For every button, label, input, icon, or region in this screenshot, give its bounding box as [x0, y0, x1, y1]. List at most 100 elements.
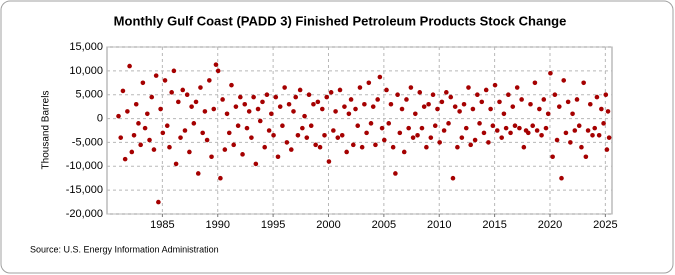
point: [599, 106, 604, 112]
point: [368, 121, 374, 126]
point: [397, 130, 403, 136]
point: [370, 104, 376, 109]
point: [603, 92, 609, 98]
point: [200, 130, 205, 136]
point: [554, 137, 560, 143]
point: [125, 109, 130, 114]
point: [302, 113, 307, 119]
point: [136, 121, 141, 126]
point: [408, 85, 414, 90]
point: [331, 128, 336, 133]
y-tick-label: -20,000: [66, 208, 103, 220]
point: [545, 111, 551, 117]
point: [348, 97, 354, 102]
point: [284, 140, 290, 145]
point: [275, 154, 281, 160]
point: [590, 132, 595, 138]
point: [494, 128, 500, 133]
point: [326, 159, 332, 164]
point: [222, 147, 228, 152]
point: [382, 137, 387, 143]
point: [468, 142, 473, 148]
point: [508, 130, 513, 136]
source: Source: U.S. Energy Information Administ…: [30, 244, 219, 254]
point: [328, 90, 334, 95]
point: [430, 92, 436, 98]
point: [441, 128, 447, 133]
y-tick-label: 10,000: [69, 65, 103, 77]
point: [559, 175, 564, 181]
point: [410, 135, 416, 140]
point: [459, 135, 465, 140]
point: [337, 87, 343, 93]
point: [269, 111, 274, 117]
point: [514, 85, 520, 90]
point: [539, 132, 544, 138]
point: [437, 140, 442, 145]
point: [158, 106, 163, 112]
point: [257, 118, 263, 124]
point: [350, 142, 356, 148]
point: [120, 88, 126, 94]
x-tick-label: 2025: [593, 219, 617, 231]
point: [419, 125, 425, 131]
point: [162, 78, 168, 83]
point: [463, 125, 469, 131]
point: [315, 99, 321, 105]
point: [413, 111, 418, 117]
y-tick-label: 15,000: [69, 41, 103, 53]
point: [293, 94, 299, 100]
point: [404, 97, 409, 102]
point: [355, 123, 361, 129]
point: [271, 132, 276, 138]
point: [373, 142, 378, 148]
point: [406, 125, 411, 131]
point: [390, 144, 396, 150]
point: [528, 101, 533, 107]
point: [133, 101, 139, 107]
point: [488, 106, 493, 112]
point: [266, 128, 272, 133]
point: [357, 85, 363, 90]
point: [291, 109, 296, 114]
point: [167, 144, 172, 150]
point: [140, 80, 146, 86]
point: [490, 123, 496, 129]
point: [415, 132, 420, 138]
point: [450, 175, 456, 181]
point: [466, 85, 471, 90]
point: [280, 123, 285, 129]
point: [401, 149, 407, 155]
point: [264, 92, 270, 98]
point: [213, 62, 219, 67]
point: [532, 80, 538, 86]
point: [304, 135, 310, 140]
point: [184, 92, 190, 98]
x-tick-label: 1985: [150, 219, 174, 231]
point: [129, 149, 135, 155]
point: [211, 106, 217, 112]
point: [209, 154, 214, 160]
point: [481, 130, 487, 136]
point: [286, 101, 292, 107]
point: [604, 147, 610, 152]
point: [306, 92, 312, 98]
point: [477, 121, 482, 126]
point: [521, 144, 527, 150]
point: [226, 130, 232, 136]
x-tick-label: 1990: [206, 219, 230, 231]
y-tick-label: -15,000: [66, 184, 103, 196]
point: [180, 87, 186, 93]
point: [333, 109, 338, 114]
point: [601, 121, 606, 126]
point: [156, 199, 161, 205]
point: [322, 132, 327, 138]
point: [282, 85, 287, 90]
point: [295, 132, 301, 138]
point: [153, 73, 159, 78]
point: [147, 137, 152, 143]
point: [118, 135, 124, 140]
point: [444, 90, 449, 95]
point: [164, 123, 170, 129]
